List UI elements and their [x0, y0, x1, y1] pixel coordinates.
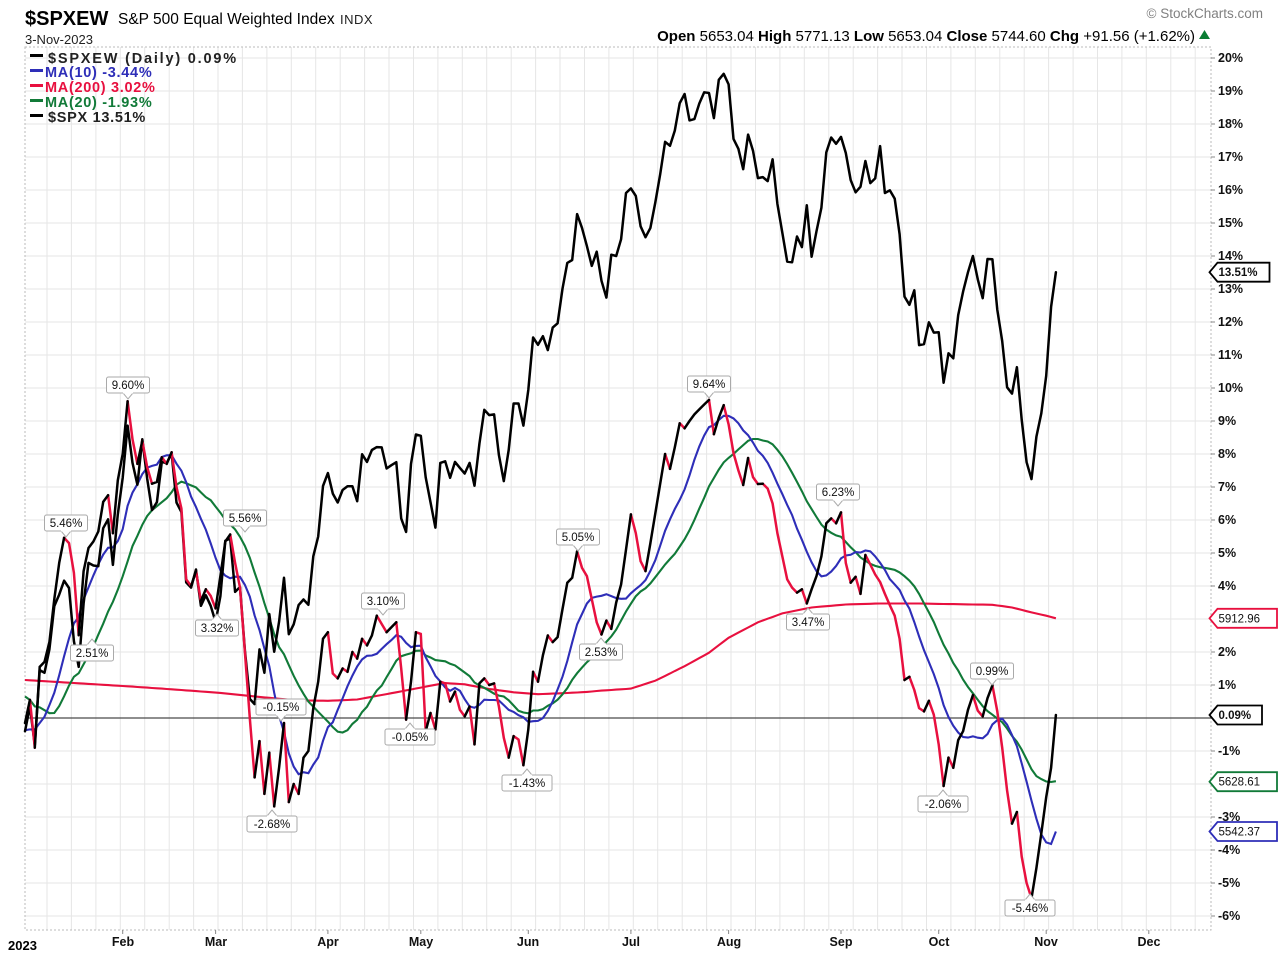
svg-text:13%: 13% — [1218, 282, 1243, 296]
svg-text:May: May — [409, 935, 433, 949]
svg-text:$SPXEW: $SPXEW — [25, 8, 108, 30]
svg-text:1%: 1% — [1218, 678, 1236, 692]
svg-text:MA(20) -1.93%: MA(20) -1.93% — [45, 95, 152, 111]
svg-text:0.99%: 0.99% — [976, 666, 1009, 678]
svg-text:S&P 500 Equal Weighted Index: S&P 500 Equal Weighted Index — [118, 11, 335, 28]
svg-text:11%: 11% — [1218, 348, 1242, 362]
svg-text:Aug: Aug — [717, 935, 741, 949]
svg-text:17%: 17% — [1218, 150, 1243, 164]
svg-text:INDX: INDX — [340, 12, 373, 27]
svg-text:-1.43%: -1.43% — [509, 778, 545, 790]
svg-text:Sep: Sep — [830, 935, 853, 949]
svg-text:2.51%: 2.51% — [76, 648, 109, 660]
svg-text:3.10%: 3.10% — [367, 596, 400, 608]
svg-text:3.47%: 3.47% — [792, 617, 825, 629]
svg-text:2.53%: 2.53% — [585, 647, 618, 659]
svg-text:6.23%: 6.23% — [822, 487, 855, 499]
svg-text:-3%: -3% — [1218, 810, 1240, 824]
svg-text:MA(10) -3.44%: MA(10) -3.44% — [45, 65, 152, 81]
svg-text:20%: 20% — [1218, 51, 1243, 65]
svg-text:Apr: Apr — [317, 935, 339, 949]
svg-text:-4%: -4% — [1218, 843, 1240, 857]
svg-text:5912.96: 5912.96 — [1219, 613, 1261, 625]
svg-text:15%: 15% — [1218, 216, 1243, 230]
svg-text:-0.05%: -0.05% — [392, 732, 428, 744]
svg-text:-2.06%: -2.06% — [925, 799, 961, 811]
svg-text:18%: 18% — [1218, 117, 1243, 131]
svg-text:6%: 6% — [1218, 513, 1236, 527]
svg-text:Jun: Jun — [517, 935, 539, 949]
svg-text:Oct: Oct — [929, 935, 951, 949]
svg-text:4%: 4% — [1218, 579, 1236, 593]
svg-text:Mar: Mar — [205, 935, 227, 949]
svg-text:-6%: -6% — [1218, 909, 1240, 923]
svg-text:-2.68%: -2.68% — [254, 819, 290, 831]
svg-text:5%: 5% — [1218, 546, 1236, 560]
svg-text:Dec: Dec — [1138, 935, 1161, 949]
svg-text:-0.15%: -0.15% — [263, 702, 299, 714]
svg-text:14%: 14% — [1218, 249, 1243, 263]
svg-text:5542.37: 5542.37 — [1219, 827, 1261, 839]
svg-text:9%: 9% — [1218, 414, 1236, 428]
svg-text:-5.46%: -5.46% — [1012, 903, 1048, 915]
svg-text:5.46%: 5.46% — [50, 518, 83, 530]
svg-text:5628.61: 5628.61 — [1219, 777, 1261, 789]
svg-text:12%: 12% — [1218, 315, 1243, 329]
svg-text:$SPXEW (Daily) 0.09%: $SPXEW (Daily) 0.09% — [48, 51, 238, 67]
svg-text:2%: 2% — [1218, 645, 1236, 659]
svg-text:2023: 2023 — [8, 938, 37, 953]
svg-text:5.56%: 5.56% — [229, 513, 262, 525]
svg-text:10%: 10% — [1218, 381, 1243, 395]
svg-text:19%: 19% — [1218, 84, 1243, 98]
svg-text:$SPX 13.51%: $SPX 13.51% — [48, 110, 146, 126]
svg-text:MA(200) 3.02%: MA(200) 3.02% — [45, 80, 156, 96]
svg-text:Jul: Jul — [622, 935, 640, 949]
svg-text:3-Nov-2023: 3-Nov-2023 — [25, 32, 93, 47]
svg-text:© StockCharts.com: © StockCharts.com — [1147, 6, 1263, 21]
svg-text:3.32%: 3.32% — [201, 623, 234, 635]
svg-text:Feb: Feb — [112, 935, 135, 949]
svg-text:5.05%: 5.05% — [562, 532, 595, 544]
svg-text:7%: 7% — [1218, 480, 1236, 494]
svg-text:Open 5653.04 High 5771.13 Low: Open 5653.04 High 5771.13 Low 5653.04 Cl… — [657, 28, 1195, 45]
svg-text:-1%: -1% — [1218, 744, 1240, 758]
svg-text:8%: 8% — [1218, 447, 1236, 461]
svg-text:Nov: Nov — [1034, 935, 1058, 949]
svg-text:-5%: -5% — [1218, 876, 1240, 890]
svg-text:0.09%: 0.09% — [1219, 710, 1252, 722]
svg-text:13.51%: 13.51% — [1219, 267, 1258, 279]
svg-text:16%: 16% — [1218, 183, 1243, 197]
svg-text:9.60%: 9.60% — [112, 380, 145, 392]
svg-text:9.64%: 9.64% — [693, 379, 726, 391]
